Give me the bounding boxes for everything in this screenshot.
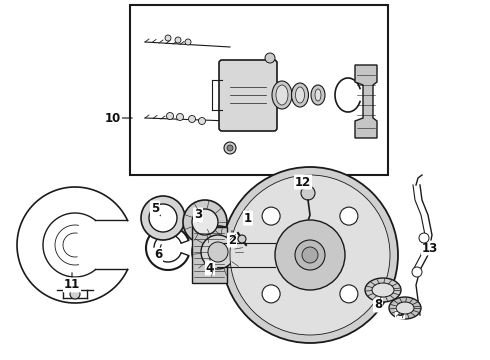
Circle shape [189, 116, 196, 122]
Ellipse shape [295, 87, 304, 103]
Ellipse shape [141, 196, 185, 240]
Ellipse shape [372, 283, 394, 297]
Ellipse shape [396, 302, 414, 314]
Text: 8: 8 [374, 298, 382, 311]
Circle shape [198, 117, 205, 125]
Text: 6: 6 [154, 248, 162, 261]
Circle shape [340, 285, 358, 303]
Ellipse shape [311, 85, 325, 105]
Circle shape [185, 39, 191, 45]
Ellipse shape [208, 242, 228, 262]
Ellipse shape [201, 235, 235, 269]
Circle shape [222, 167, 398, 343]
Text: 10: 10 [105, 112, 121, 125]
Ellipse shape [389, 297, 421, 319]
Text: 1: 1 [244, 211, 252, 225]
Text: 13: 13 [422, 242, 438, 255]
Bar [130, 5, 388, 175]
Ellipse shape [272, 81, 292, 109]
Circle shape [302, 247, 318, 263]
Text: 11: 11 [64, 279, 80, 292]
Circle shape [167, 112, 173, 120]
FancyBboxPatch shape [219, 60, 277, 131]
Polygon shape [355, 65, 377, 138]
Circle shape [262, 207, 280, 225]
Circle shape [265, 53, 275, 63]
Circle shape [275, 220, 345, 290]
Circle shape [70, 289, 80, 299]
Circle shape [301, 186, 315, 200]
Circle shape [302, 264, 314, 276]
Text: 12: 12 [295, 175, 311, 189]
Ellipse shape [315, 89, 321, 101]
Circle shape [262, 285, 280, 303]
Circle shape [419, 233, 429, 243]
Circle shape [340, 207, 358, 225]
Circle shape [175, 37, 181, 43]
Text: 3: 3 [194, 208, 202, 221]
Circle shape [176, 113, 183, 121]
Text: 9: 9 [396, 306, 404, 319]
Circle shape [230, 175, 390, 335]
Ellipse shape [292, 83, 309, 107]
Circle shape [227, 145, 233, 151]
Ellipse shape [149, 204, 177, 232]
Text: 2: 2 [228, 234, 236, 247]
Ellipse shape [276, 85, 288, 105]
Ellipse shape [192, 209, 218, 235]
Text: 4: 4 [206, 261, 214, 274]
Ellipse shape [183, 200, 227, 244]
Ellipse shape [365, 278, 401, 302]
Circle shape [412, 267, 422, 277]
Text: 7: 7 [316, 266, 324, 279]
Bar [192, 227, 227, 283]
Circle shape [238, 235, 246, 243]
Ellipse shape [192, 226, 244, 278]
Text: 5: 5 [151, 202, 159, 215]
Circle shape [165, 35, 171, 41]
Circle shape [224, 142, 236, 154]
Circle shape [295, 240, 325, 270]
